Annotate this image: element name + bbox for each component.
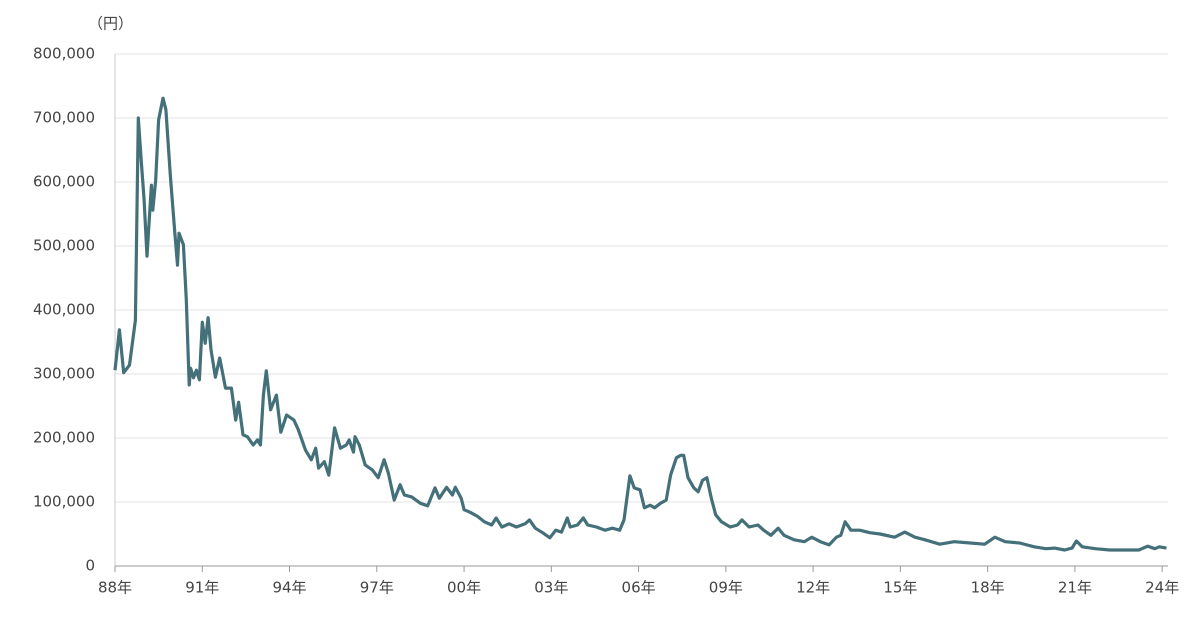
x-tick-label: 00年 xyxy=(447,579,481,597)
y-tick-label: 0 xyxy=(85,557,95,575)
y-tick-label: 200,000 xyxy=(33,429,95,447)
x-tick-label: 24年 xyxy=(1145,579,1179,597)
x-tick-label: 91年 xyxy=(185,579,219,597)
x-tick-label: 03年 xyxy=(534,579,568,597)
x-tick-label: 21年 xyxy=(1058,579,1092,597)
y-tick-label: 300,000 xyxy=(33,365,95,383)
x-tick-label: 15年 xyxy=(883,579,917,597)
y-tick-label: 800,000 xyxy=(33,45,95,63)
x-tick-label: 94年 xyxy=(272,579,306,597)
y-tick-label: 600,000 xyxy=(33,173,95,191)
x-tick-label: 88年 xyxy=(98,579,132,597)
x-tick-label: 18年 xyxy=(971,579,1005,597)
x-tick-label: 06年 xyxy=(622,579,656,597)
y-tick-label: 400,000 xyxy=(33,301,95,319)
y-tick-label: 700,000 xyxy=(33,109,95,127)
x-tick-label: 97年 xyxy=(360,579,394,597)
y-tick-label: 100,000 xyxy=(33,493,95,511)
unit-label: （円） xyxy=(88,15,133,33)
price-line xyxy=(113,96,1167,552)
y-tick-label: 500,000 xyxy=(33,237,95,255)
x-tick-label: 12年 xyxy=(796,579,830,597)
x-tick-label: 09年 xyxy=(709,579,743,597)
